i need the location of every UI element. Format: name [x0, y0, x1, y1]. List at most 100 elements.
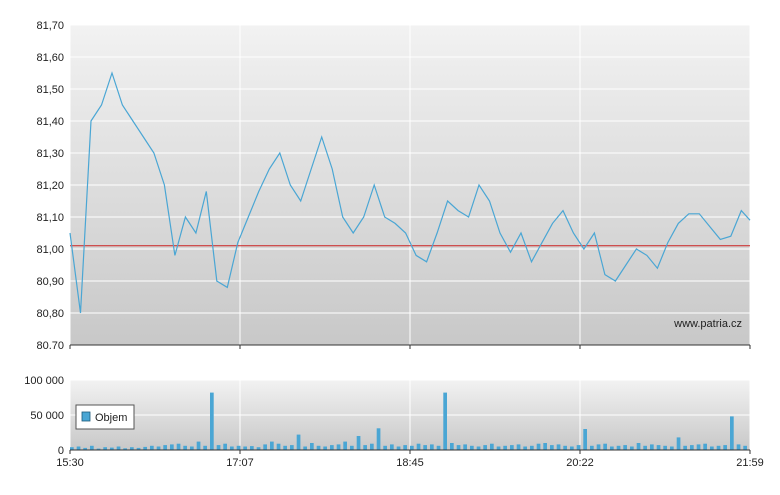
- price-y-tick-label: 81,20: [36, 180, 64, 192]
- volume-bar: [210, 392, 214, 450]
- volume-bar: [490, 443, 494, 450]
- volume-bar: [683, 445, 687, 450]
- volume-bar: [623, 445, 627, 450]
- watermark-text: www.patria.cz: [673, 318, 742, 330]
- price-y-tick-label: 80,90: [36, 276, 64, 288]
- volume-bar: [150, 445, 154, 450]
- volume-bar: [576, 445, 581, 450]
- volume-bar: [476, 446, 481, 450]
- volume-bar: [70, 447, 74, 450]
- price-y-tick-label: 81,70: [36, 20, 64, 32]
- volume-bar: [736, 444, 741, 450]
- volume-bar: [610, 446, 614, 450]
- volume-bar: [436, 445, 441, 450]
- volume-bar: [616, 445, 621, 450]
- x-tick-label: 15:30: [56, 457, 84, 469]
- volume-bar: [110, 447, 114, 450]
- volume-bar: [303, 446, 307, 450]
- volume-bar: [376, 428, 381, 450]
- volume-bar: [290, 445, 294, 450]
- volume-bar: [603, 443, 607, 450]
- volume-bar: [636, 443, 641, 450]
- volume-bar: [343, 441, 347, 450]
- volume-bar: [230, 446, 234, 450]
- volume-bar: [236, 445, 241, 450]
- price-y-tick-label: 81,40: [36, 116, 64, 128]
- volume-bar: [76, 446, 81, 450]
- volume-bar: [423, 445, 427, 450]
- volume-bar: [83, 447, 87, 450]
- volume-bar: [530, 445, 534, 450]
- volume-bar: [416, 443, 421, 450]
- volume-bar: [410, 445, 414, 450]
- price-y-tick-label: 81,60: [36, 52, 64, 64]
- volume-bar: [650, 444, 654, 450]
- legend-label: Objem: [95, 412, 127, 424]
- volume-bar: [430, 444, 434, 450]
- volume-bar: [643, 445, 647, 450]
- volume-bar: [163, 445, 167, 450]
- volume-bar: [463, 444, 467, 450]
- volume-bar: [676, 437, 681, 450]
- volume-bar: [450, 443, 454, 450]
- volume-bar: [510, 445, 514, 450]
- volume-bar: [296, 434, 301, 450]
- volume-bar: [383, 445, 387, 450]
- volume-bar: [363, 445, 367, 450]
- volume-bar: [523, 446, 527, 450]
- volume-bar: [590, 445, 594, 450]
- volume-bar: [470, 445, 474, 450]
- legend-swatch: [81, 411, 91, 422]
- volume-bar: [396, 446, 401, 450]
- volume-bar: [570, 446, 574, 450]
- volume-bar: [123, 448, 127, 451]
- volume-bar: [716, 445, 721, 450]
- volume-bar: [96, 448, 101, 450]
- volume-bar: [203, 445, 207, 450]
- volume-bar: [183, 445, 187, 450]
- volume-bar: [503, 445, 507, 450]
- volume-bar: [243, 446, 247, 450]
- volume-bar: [310, 443, 314, 450]
- volume-bar: [456, 445, 461, 450]
- volume-bar: [710, 446, 714, 450]
- volume-bar: [443, 392, 447, 450]
- volume-bar: [690, 445, 694, 450]
- volume-bar: [116, 446, 121, 450]
- volume-bar: [350, 445, 354, 450]
- volume-bar: [156, 446, 161, 450]
- volume-bar: [630, 446, 634, 450]
- volume-bar: [583, 429, 587, 450]
- volume-bar: [496, 446, 501, 450]
- volume-bar: [270, 441, 274, 450]
- volume-bar: [596, 444, 601, 450]
- volume-bar: [283, 445, 287, 450]
- volume-bar: [223, 443, 227, 450]
- volume-bar: [550, 445, 554, 450]
- volume-bar: [216, 445, 221, 450]
- volume-bar: [250, 446, 254, 450]
- volume-bar: [90, 445, 94, 450]
- volume-bar: [663, 445, 667, 450]
- volume-bar: [196, 441, 201, 450]
- volume-bar: [543, 443, 547, 450]
- volume-bar: [723, 445, 727, 450]
- volume-bar: [190, 446, 194, 450]
- volume-bar: [370, 443, 374, 450]
- volume-bar: [176, 443, 181, 450]
- volume-bar: [403, 445, 407, 450]
- volume-bar: [130, 447, 134, 450]
- volume-bar: [323, 446, 327, 450]
- volume-bar: [103, 447, 107, 450]
- volume-bar: [696, 444, 701, 450]
- volume-bar: [670, 446, 674, 450]
- volume-bar: [516, 444, 521, 450]
- x-tick-label: 20:22: [566, 457, 594, 469]
- volume-bar: [730, 416, 734, 450]
- volume-bar: [563, 445, 567, 450]
- price-y-tick-label: 81,00: [36, 244, 64, 256]
- volume-bar: [743, 445, 747, 450]
- volume-bar: [276, 443, 281, 450]
